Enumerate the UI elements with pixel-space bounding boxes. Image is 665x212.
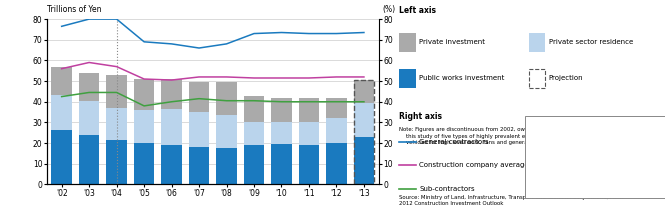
- Bar: [326, 98, 346, 118]
- Bar: [243, 96, 264, 122]
- Text: Sub-contractors: Sub-contractors: [419, 186, 475, 192]
- Text: Construction company average: Construction company average: [419, 162, 529, 168]
- Bar: [134, 143, 154, 184]
- Bar: [134, 79, 154, 110]
- Bar: [162, 109, 182, 145]
- Bar: [134, 110, 154, 143]
- Text: Left axis: Left axis: [399, 6, 436, 15]
- Bar: [243, 123, 264, 145]
- Text: Note: Figures are discontinuous from 2002, owing to the elimination from
    thi: Note: Figures are discontinuous from 200…: [399, 127, 597, 145]
- Bar: [51, 95, 72, 130]
- Bar: [189, 147, 209, 184]
- Text: General contractors: General contractors: [419, 139, 489, 145]
- Text: Source: Ministry of Land, Infrastructure, Transport and Tourism Policy Bureau, F: Source: Ministry of Land, Infrastructure…: [399, 195, 624, 206]
- Bar: [354, 103, 374, 137]
- Bar: [326, 118, 346, 143]
- Text: Trillions of Yen: Trillions of Yen: [47, 5, 101, 14]
- Bar: [189, 82, 209, 112]
- Bar: [299, 145, 319, 184]
- Text: Private sector residence: Private sector residence: [549, 39, 633, 45]
- Bar: [162, 79, 182, 109]
- Text: Ministry of Land, Infrastructure,
Transport and Tourism
/Ministry of Economy, Tr: Ministry of Land, Infrastructure, Transp…: [534, 123, 628, 148]
- Text: Projection: Projection: [549, 75, 583, 81]
- Bar: [216, 115, 237, 148]
- Bar: [162, 145, 182, 184]
- Bar: [79, 73, 100, 101]
- Bar: [189, 112, 209, 147]
- Text: Private investment: Private investment: [419, 39, 485, 45]
- Text: Public works investment: Public works investment: [419, 75, 505, 81]
- Bar: [299, 98, 319, 122]
- Bar: [271, 98, 292, 122]
- Bar: [79, 101, 100, 135]
- Bar: [106, 140, 127, 184]
- Bar: [354, 80, 374, 184]
- Bar: [354, 137, 374, 184]
- Bar: [271, 122, 292, 144]
- Text: Right axis: Right axis: [399, 112, 442, 121]
- Bar: [326, 143, 346, 184]
- Bar: [243, 145, 264, 184]
- Bar: [354, 80, 374, 103]
- Text: (%): (%): [382, 5, 396, 14]
- Bar: [299, 123, 319, 145]
- Bar: [79, 135, 100, 184]
- Bar: [51, 130, 72, 184]
- Bar: [51, 67, 72, 95]
- Bar: [106, 75, 127, 108]
- Bar: [216, 82, 237, 115]
- Bar: [106, 108, 127, 140]
- Bar: [271, 144, 292, 184]
- Bar: [216, 148, 237, 184]
